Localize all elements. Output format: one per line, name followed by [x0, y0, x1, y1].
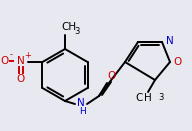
Text: +: +	[24, 50, 31, 59]
Text: O: O	[16, 74, 25, 84]
Text: O: O	[108, 71, 116, 81]
Text: N: N	[166, 36, 174, 46]
Text: H: H	[79, 108, 85, 116]
Text: 3: 3	[74, 28, 79, 37]
Text: C: C	[135, 93, 143, 103]
Text: N: N	[17, 56, 24, 66]
Text: -: -	[10, 50, 13, 59]
Text: H: H	[144, 93, 152, 103]
Text: 3: 3	[158, 94, 164, 102]
Text: O: O	[0, 56, 9, 66]
Text: CH: CH	[61, 22, 76, 32]
Text: O: O	[174, 57, 182, 67]
Text: N: N	[77, 98, 85, 108]
